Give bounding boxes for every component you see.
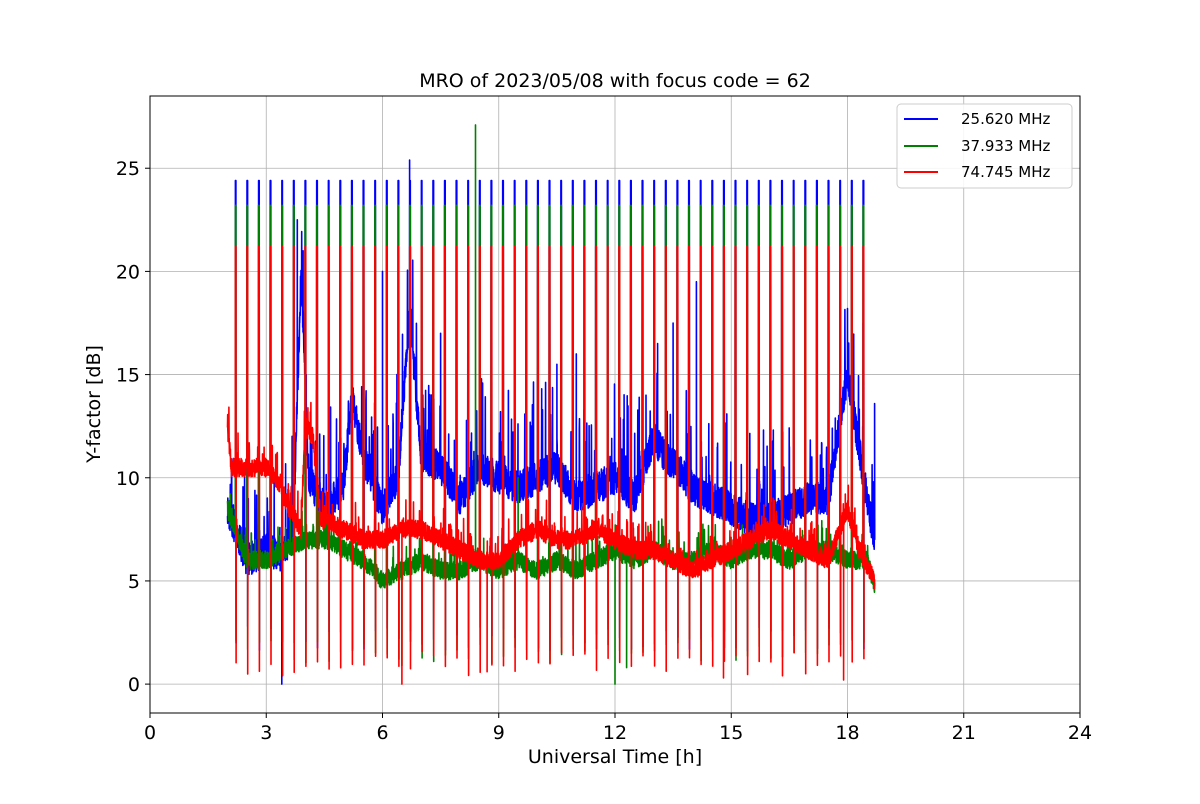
- x-tick-label: 24: [1068, 722, 1092, 744]
- x-axis-label: Universal Time [h]: [528, 746, 702, 768]
- x-tick-label: 0: [144, 722, 156, 744]
- chart-title: MRO of 2023/05/08 with focus code = 62: [419, 70, 811, 92]
- y-tick-label: 15: [116, 365, 140, 387]
- series-line-74745: [226, 245, 876, 685]
- x-tick-label: 15: [719, 722, 743, 744]
- y-tick-label: 20: [116, 261, 140, 283]
- legend: 25.620 MHz 37.933 MHz 74.745 MHz: [896, 103, 1073, 189]
- legend-label-74745: 74.745 MHz: [961, 163, 1050, 181]
- x-tick-label: 3: [260, 722, 272, 744]
- legend-label-25620: 25.620 MHz: [961, 110, 1050, 128]
- legend-label-37933: 37.933 MHz: [961, 137, 1050, 155]
- x-tick-label: 21: [952, 722, 976, 744]
- y-tick-label: 0: [128, 674, 140, 696]
- data-series-layer: [226, 124, 876, 685]
- x-tick-label: 18: [835, 722, 859, 744]
- x-tick-label: 6: [376, 722, 388, 744]
- y-tick-label: 25: [116, 158, 140, 180]
- legend-box: [896, 103, 1073, 189]
- x-tick-label: 12: [603, 722, 627, 744]
- x-tick-label: 9: [493, 722, 505, 744]
- axis-ticks: 0 3 6 9 12 15 18 21 24 0 5 10 15 20 25: [116, 158, 1092, 744]
- y-tick-label: 10: [116, 468, 140, 490]
- y-tick-label: 5: [128, 571, 140, 593]
- y-axis-label: Y-factor [dB]: [83, 345, 105, 464]
